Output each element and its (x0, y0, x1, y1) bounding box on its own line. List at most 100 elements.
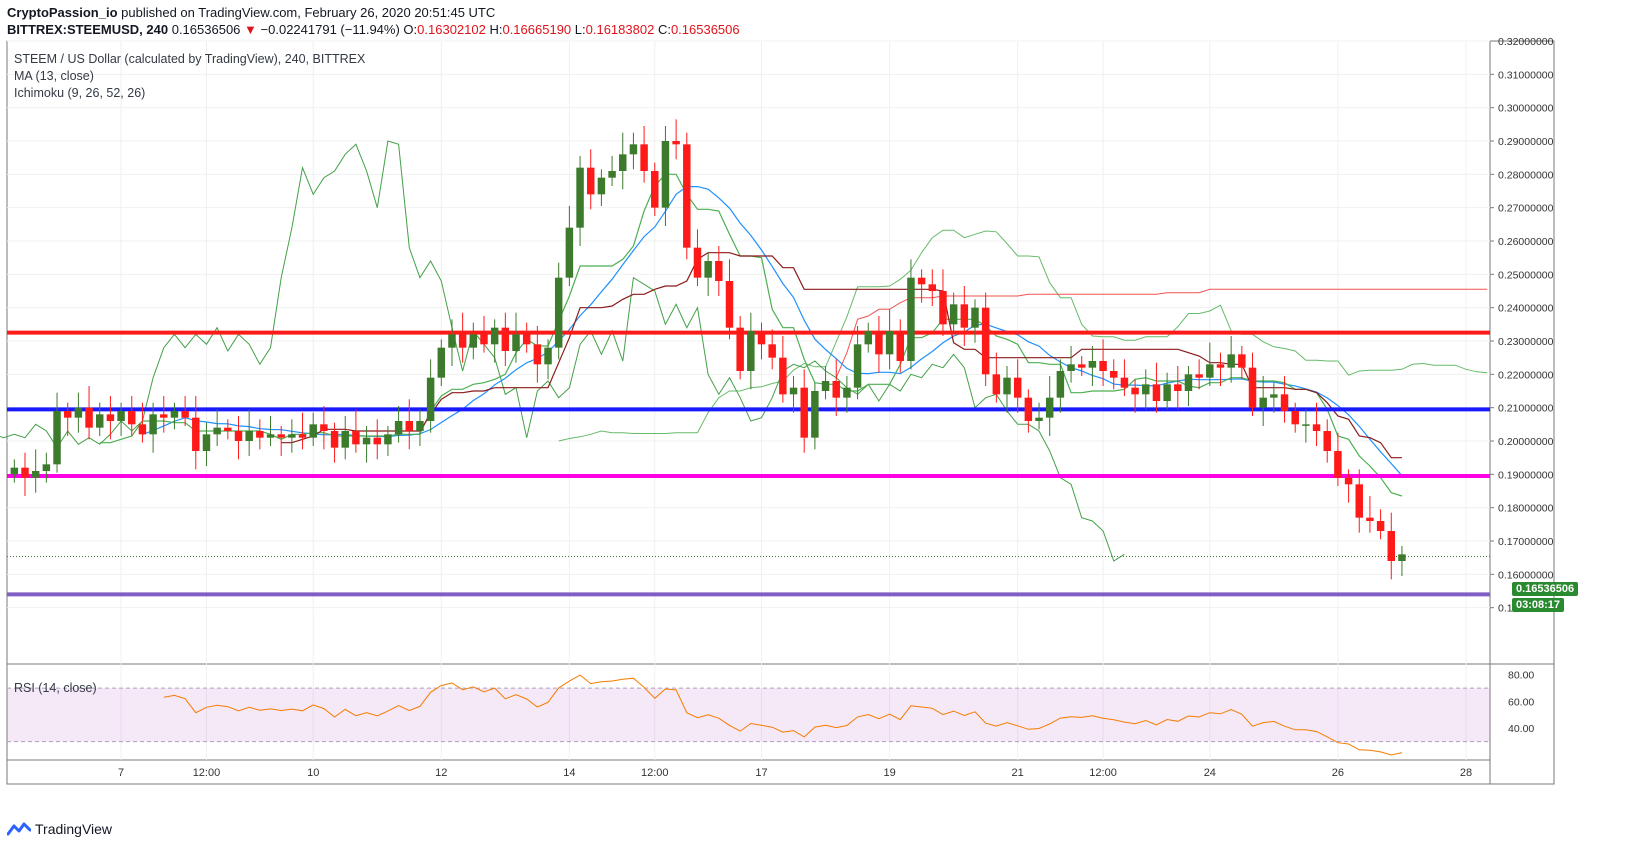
candle-down (736, 327, 744, 371)
candle-up (1302, 424, 1310, 426)
candle-up (1184, 374, 1193, 391)
candle-down (1195, 374, 1203, 378)
candle-up (853, 344, 862, 388)
x-tick-label: 21 (1012, 767, 1024, 779)
y-tick-label: 0.30000000 (1498, 103, 1554, 115)
candle-up (1163, 384, 1171, 401)
candle-down (1216, 364, 1225, 368)
candle-down (1238, 354, 1246, 368)
y-tick-label: 0.29000000 (1498, 136, 1554, 148)
candle-down (896, 331, 905, 361)
candle-down (1323, 431, 1331, 451)
candle-up (1045, 397, 1054, 418)
y-tick-label: 0.28000000 (1498, 169, 1554, 181)
candle-down (715, 261, 723, 281)
candle-up (608, 171, 616, 178)
candle-up (437, 347, 446, 378)
rsi-tick-label: 60.00 (1508, 696, 1534, 708)
y-tick-label: 0.25000000 (1498, 269, 1554, 281)
candle-up (789, 387, 798, 395)
candle-down (1248, 367, 1257, 408)
candle-down (1280, 394, 1289, 411)
candle-up (864, 331, 872, 345)
chart-border (6, 40, 1555, 785)
candle-down (277, 434, 285, 438)
candle-down (234, 431, 243, 441)
candle-up (1056, 371, 1065, 398)
candle-down (1174, 384, 1182, 391)
candle-down (1099, 361, 1107, 371)
x-tick-label: 14 (563, 767, 575, 779)
candle-down (779, 357, 787, 395)
kijun-line (281, 252, 1402, 459)
candle-up (117, 411, 125, 421)
x-tick-label: 24 (1204, 767, 1216, 779)
rsi-tick-label: 80.00 (1508, 670, 1534, 682)
candle-up (10, 467, 19, 475)
rsi-legend[interactable]: RSI (14, close) (14, 681, 97, 695)
author-name[interactable]: CryptoPassion_io (7, 5, 118, 20)
candle-down (256, 431, 264, 438)
y-tick-label: 0.16000000 (1498, 569, 1554, 581)
candle-up (907, 277, 915, 361)
candle-up (597, 177, 606, 195)
chart-title-legend[interactable]: STEEM / US Dollar (calculated by Trading… (14, 52, 366, 66)
candle-up (394, 421, 403, 435)
ma-legend[interactable]: MA (13, close) (14, 69, 94, 83)
candle-down (757, 331, 766, 345)
candle-down (725, 281, 734, 328)
candle-down (928, 284, 937, 291)
candle-down (1334, 451, 1342, 478)
candle-up (704, 261, 712, 278)
candle-down (1291, 411, 1299, 425)
open-value: 0.16302102 (417, 22, 486, 37)
candle-up (544, 347, 552, 365)
candle-down (1366, 517, 1374, 521)
y-tick-label: 0.23000000 (1498, 336, 1554, 348)
candle-down (405, 421, 414, 431)
x-tick-label: 10 (307, 767, 319, 779)
candle-down (1024, 397, 1033, 421)
symbol-label: BITTREX:STEEMUSD, 240 (7, 22, 169, 37)
low-value: 0.16183802 (585, 22, 655, 37)
publish-header: CryptoPassion_io published on TradingVie… (7, 4, 495, 21)
candle-down (480, 334, 488, 345)
candle-up (53, 411, 61, 465)
candle-up (266, 434, 275, 438)
candle-up (1088, 361, 1097, 368)
candle-down (1387, 531, 1396, 561)
candle-down (651, 171, 659, 208)
x-tick-label: 26 (1332, 767, 1344, 779)
y-tick-label: 0.27000000 (1498, 203, 1554, 215)
candle-up (1270, 394, 1278, 398)
y-tick-label: 0.21000000 (1498, 403, 1554, 415)
tradingview-footer[interactable]: TradingView (7, 821, 112, 837)
candle-up (448, 334, 456, 348)
candle-up (341, 431, 349, 448)
y-tick-label: 0.26000000 (1498, 236, 1554, 248)
down-arrow-icon: ▼ (244, 22, 257, 37)
candle-up (554, 277, 563, 348)
published-text: published on TradingView.com, February 2… (121, 5, 496, 20)
candle-up (971, 307, 979, 328)
y-tick-label: 0.19000000 (1498, 469, 1554, 481)
candle-up (1035, 417, 1043, 421)
candle-up (149, 414, 157, 435)
high-value: 0.16665190 (502, 22, 572, 37)
candle-down (522, 334, 531, 345)
candle-down (1312, 424, 1321, 431)
ichimoku-legend[interactable]: Ichimoku (9, 26, 52, 26) (14, 86, 146, 100)
low-label: L: (574, 22, 586, 37)
candle-down (981, 307, 990, 375)
tradingview-brand: TradingView (35, 821, 113, 837)
tradingview-logo-icon (7, 822, 31, 836)
candle-up (1259, 397, 1267, 408)
candle-down (800, 387, 808, 438)
candle-down (128, 411, 136, 425)
candle-down (330, 431, 339, 448)
candle-up (95, 414, 104, 428)
last-price: 0.16536506 (171, 22, 241, 37)
candle-down (1077, 364, 1086, 368)
candle-down (992, 374, 1001, 395)
